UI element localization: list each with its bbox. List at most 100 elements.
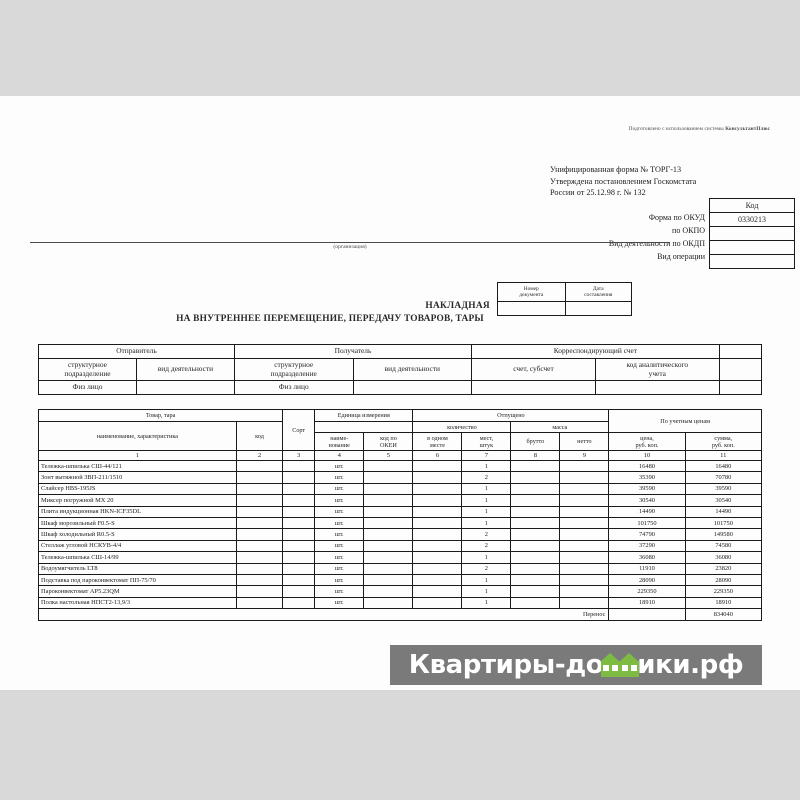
goods-cell-places[interactable]: 2	[461, 471, 512, 484]
goods-cell-unit[interactable]: шт.	[314, 505, 365, 518]
goods-cell-places[interactable]: 1	[461, 505, 512, 518]
goods-cell-okei[interactable]	[363, 573, 414, 587]
goods-cell-unit[interactable]: шт.	[314, 528, 365, 541]
code-value-okdp[interactable]	[709, 240, 795, 254]
code-value-okud[interactable]: 0330213	[709, 212, 795, 226]
goods-cell-places[interactable]: 2	[461, 562, 512, 575]
goods-cell-sort[interactable]	[282, 528, 316, 541]
goods-cell-places[interactable]: 1	[461, 573, 512, 587]
goods-cell-name[interactable]: Шкаф холодильный R0.5-S	[38, 528, 237, 541]
goods-cell-code[interactable]	[235, 459, 284, 473]
goods-cell-net[interactable]	[559, 494, 610, 507]
goods-cell-sort[interactable]	[282, 596, 316, 610]
goods-cell-price[interactable]: 101750	[608, 516, 686, 530]
goods-cell-in_place[interactable]	[412, 482, 463, 496]
goods-cell-code[interactable]	[235, 505, 284, 518]
goods-cell-gross[interactable]	[510, 585, 561, 598]
goods-cell-unit[interactable]: шт.	[314, 459, 365, 473]
goods-cell-sort[interactable]	[282, 471, 316, 484]
goods-cell-in_place[interactable]	[412, 585, 463, 598]
goods-cell-code[interactable]	[235, 516, 284, 530]
goods-cell-sort[interactable]	[282, 516, 316, 530]
parties-value-receiver-activity[interactable]	[352, 380, 473, 395]
goods-cell-in_place[interactable]	[412, 516, 463, 530]
goods-cell-net[interactable]	[559, 471, 610, 484]
goods-cell-gross[interactable]	[510, 516, 561, 530]
goods-cell-gross[interactable]	[510, 459, 561, 473]
parties-value-sender-activity[interactable]	[135, 380, 235, 395]
goods-cell-sort[interactable]	[282, 539, 316, 553]
goods-cell-okei[interactable]	[363, 505, 414, 518]
goods-cell-unit[interactable]: шт.	[314, 539, 365, 553]
goods-cell-okei[interactable]	[363, 539, 414, 553]
goods-cell-gross[interactable]	[510, 562, 561, 575]
goods-cell-name[interactable]: Водоумягчитель LT8	[38, 562, 237, 575]
goods-cell-price[interactable]: 30540	[608, 494, 686, 507]
goods-cell-sum[interactable]: 149580	[684, 528, 763, 541]
goods-cell-places[interactable]: 1	[461, 516, 512, 530]
goods-cell-name[interactable]: Миксер погружной MX 20	[38, 494, 237, 507]
goods-cell-name[interactable]: Слайсер HBS-195JS	[38, 482, 237, 496]
goods-cell-gross[interactable]	[510, 551, 561, 564]
goods-cell-code[interactable]	[235, 551, 284, 564]
goods-cell-code[interactable]	[235, 562, 284, 575]
goods-cell-gross[interactable]	[510, 528, 561, 541]
goods-cell-sum[interactable]: 229350	[684, 585, 763, 598]
parties-value-receiver-division[interactable]: Физ лицо	[233, 380, 354, 395]
goods-cell-gross[interactable]	[510, 596, 561, 610]
goods-cell-in_place[interactable]	[412, 551, 463, 564]
goods-cell-sort[interactable]	[282, 482, 316, 496]
goods-cell-sum[interactable]: 28090	[684, 573, 763, 587]
number-value-cell[interactable]	[497, 302, 565, 316]
goods-cell-name[interactable]: Плита индукционная HKN-ICF35DL	[38, 505, 237, 518]
goods-cell-okei[interactable]	[363, 482, 414, 496]
goods-cell-places[interactable]: 1	[461, 459, 512, 473]
goods-cell-unit[interactable]: шт.	[314, 482, 365, 496]
goods-cell-unit[interactable]: шт.	[314, 562, 365, 575]
goods-cell-in_place[interactable]	[412, 528, 463, 541]
goods-cell-gross[interactable]	[510, 505, 561, 518]
goods-cell-in_place[interactable]	[412, 573, 463, 587]
goods-cell-name[interactable]: Подставка под пароконвектомат ПП-75/70	[38, 573, 237, 587]
goods-cell-code[interactable]	[235, 573, 284, 587]
goods-cell-okei[interactable]	[363, 596, 414, 610]
goods-cell-sum[interactable]: 101750	[684, 516, 763, 530]
goods-cell-net[interactable]	[559, 459, 610, 473]
goods-cell-price[interactable]: 74790	[608, 528, 686, 541]
goods-cell-okei[interactable]	[363, 551, 414, 564]
goods-cell-price[interactable]: 11910	[608, 562, 686, 575]
goods-cell-places[interactable]: 2	[461, 528, 512, 541]
goods-cell-price[interactable]: 37290	[608, 539, 686, 553]
parties-value-sender-division[interactable]: Физ лицо	[38, 380, 137, 395]
goods-cell-price[interactable]: 16480	[608, 459, 686, 473]
goods-cell-net[interactable]	[559, 482, 610, 496]
goods-cell-unit[interactable]: шт.	[314, 585, 365, 598]
goods-cell-in_place[interactable]	[412, 596, 463, 610]
date-value-cell[interactable]	[564, 302, 632, 316]
goods-cell-net[interactable]	[559, 573, 610, 587]
goods-cell-name[interactable]: Пароконвектомат AP5.23QM	[38, 585, 237, 598]
goods-cell-net[interactable]	[559, 505, 610, 518]
goods-cell-okei[interactable]	[363, 516, 414, 530]
goods-cell-name[interactable]: Шкаф морозильный F0.5-S	[38, 516, 237, 530]
goods-cell-gross[interactable]	[510, 471, 561, 484]
goods-cell-sort[interactable]	[282, 551, 316, 564]
goods-cell-sort[interactable]	[282, 494, 316, 507]
goods-cell-code[interactable]	[235, 528, 284, 541]
goods-cell-unit[interactable]: шт.	[314, 596, 365, 610]
goods-cell-price[interactable]: 35390	[608, 471, 686, 484]
goods-cell-okei[interactable]	[363, 459, 414, 473]
goods-cell-places[interactable]: 1	[461, 585, 512, 598]
goods-cell-sort[interactable]	[282, 562, 316, 575]
goods-cell-okei[interactable]	[363, 528, 414, 541]
goods-cell-okei[interactable]	[363, 562, 414, 575]
goods-cell-name[interactable]: Полка настольная НПСТ2-13,9/3	[38, 596, 237, 610]
goods-cell-code[interactable]	[235, 539, 284, 553]
goods-cell-in_place[interactable]	[412, 471, 463, 484]
goods-cell-unit[interactable]: шт.	[314, 494, 365, 507]
goods-cell-gross[interactable]	[510, 482, 561, 496]
goods-cell-gross[interactable]	[510, 573, 561, 587]
goods-cell-net[interactable]	[559, 562, 610, 575]
goods-cell-code[interactable]	[235, 494, 284, 507]
parties-value-account[interactable]	[471, 380, 596, 395]
